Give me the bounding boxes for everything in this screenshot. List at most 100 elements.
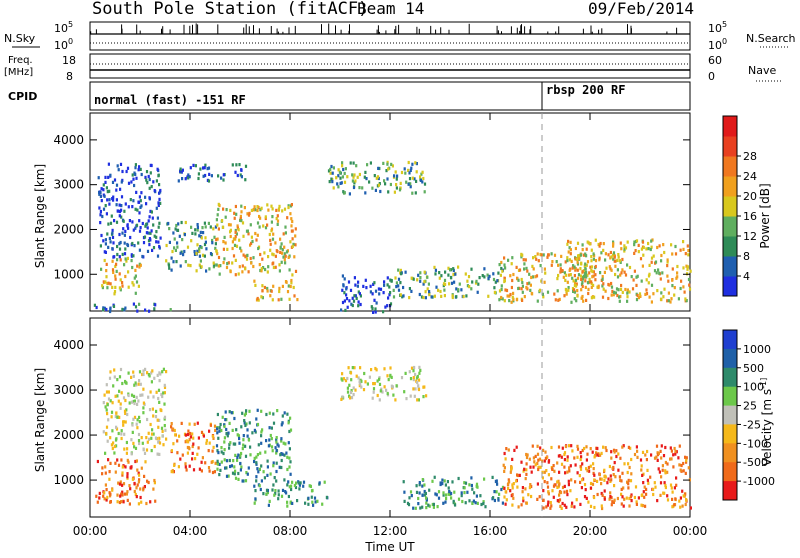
echo-cell xyxy=(556,461,559,465)
echo-cell xyxy=(656,451,659,455)
echo-cell xyxy=(443,288,446,292)
echo-cell xyxy=(253,456,256,460)
echo-cell xyxy=(633,452,637,457)
echo-cell xyxy=(360,385,363,389)
echo-cell xyxy=(280,423,283,427)
echo-cell xyxy=(205,247,208,251)
echo-cell xyxy=(645,492,648,496)
echo-cell xyxy=(133,415,137,419)
echo-cell xyxy=(142,241,146,245)
echo-cell xyxy=(237,471,240,476)
echo-cell xyxy=(123,409,127,413)
echo-cell xyxy=(378,377,381,381)
echo-cell xyxy=(628,496,631,501)
echo-cell xyxy=(409,490,413,494)
echo-cell xyxy=(365,177,368,181)
echo-cell xyxy=(457,476,460,481)
echo-cell xyxy=(145,501,148,506)
echo-cell xyxy=(194,457,197,461)
echo-cell xyxy=(167,263,171,267)
echo-cell xyxy=(325,495,328,499)
echo-cell xyxy=(208,267,211,271)
echo-cell xyxy=(260,267,263,271)
echo-cell xyxy=(197,446,200,450)
echo-cell xyxy=(260,479,263,483)
echo-cell xyxy=(217,436,220,440)
echo-cell xyxy=(108,189,111,193)
echo-cell xyxy=(120,391,123,395)
echo-cell xyxy=(130,254,133,258)
echo-cell xyxy=(358,292,361,296)
echo-cell xyxy=(212,436,215,440)
echo-cell xyxy=(278,204,281,208)
echo-cell xyxy=(653,456,657,460)
echo-cell xyxy=(361,186,364,190)
echo-cell xyxy=(672,465,675,469)
echo-cell xyxy=(622,444,625,448)
echo-cell xyxy=(664,445,667,450)
echo-cell xyxy=(583,446,586,451)
echo-cell xyxy=(233,472,236,476)
echo-cell xyxy=(99,191,102,195)
echo-cell xyxy=(471,280,474,284)
echo-cell xyxy=(568,469,571,473)
echo-cell xyxy=(442,284,445,288)
echo-cell xyxy=(314,500,317,504)
echo-cell xyxy=(483,477,486,481)
echo-cell xyxy=(613,290,616,294)
echo-cell xyxy=(278,465,281,469)
echo-cell xyxy=(266,289,269,293)
echo-cell xyxy=(270,229,273,233)
echo-cell xyxy=(547,492,550,496)
echo-cell xyxy=(99,209,102,214)
echo-cell xyxy=(281,452,284,456)
echo-cell xyxy=(131,477,134,481)
echo-cell xyxy=(144,175,147,179)
echo-cell xyxy=(471,487,474,491)
echo-cell xyxy=(255,238,258,242)
echo-cell xyxy=(244,164,248,168)
echo-cell xyxy=(494,280,497,284)
echo-cell xyxy=(650,260,653,264)
echo-cell xyxy=(185,439,188,443)
echo-cell xyxy=(287,205,290,210)
echo-cell xyxy=(352,161,355,165)
echo-cell xyxy=(139,199,142,203)
echo-cell xyxy=(686,265,690,269)
echo-cell xyxy=(586,469,589,473)
echo-cell xyxy=(104,242,107,246)
echo-cell xyxy=(264,226,268,230)
echo-cell xyxy=(584,488,587,492)
echo-cell xyxy=(670,449,673,453)
echo-cell xyxy=(277,298,280,302)
echo-cell xyxy=(279,250,282,254)
echo-cell xyxy=(373,174,376,178)
echo-cell xyxy=(210,174,213,178)
echo-cell xyxy=(569,489,572,493)
echo-cell xyxy=(460,491,463,495)
echo-cell xyxy=(330,164,333,169)
colorbar-segment xyxy=(723,216,737,237)
echo-cell xyxy=(263,251,266,255)
echo-cell xyxy=(188,175,191,179)
echo-cell xyxy=(619,273,622,277)
echo-cell xyxy=(597,285,600,290)
echo-cell xyxy=(120,180,123,184)
echo-cell xyxy=(105,431,108,436)
echo-cell xyxy=(123,209,126,213)
echo-cell xyxy=(241,221,245,225)
echo-cell xyxy=(364,191,367,195)
echo-cell xyxy=(131,173,134,177)
echo-cell xyxy=(518,473,521,477)
echo-cell xyxy=(652,292,655,296)
echo-cell xyxy=(680,463,683,468)
echo-cell xyxy=(302,484,305,488)
echo-cell xyxy=(513,448,516,452)
echo-cell xyxy=(546,503,550,507)
echo-cell xyxy=(511,503,514,507)
echo-cell xyxy=(105,269,108,273)
station-title: South Pole Station (fitACF) xyxy=(92,0,368,19)
echo-cell xyxy=(464,481,468,485)
echo-cell xyxy=(640,468,643,472)
echo-cell xyxy=(679,505,682,509)
